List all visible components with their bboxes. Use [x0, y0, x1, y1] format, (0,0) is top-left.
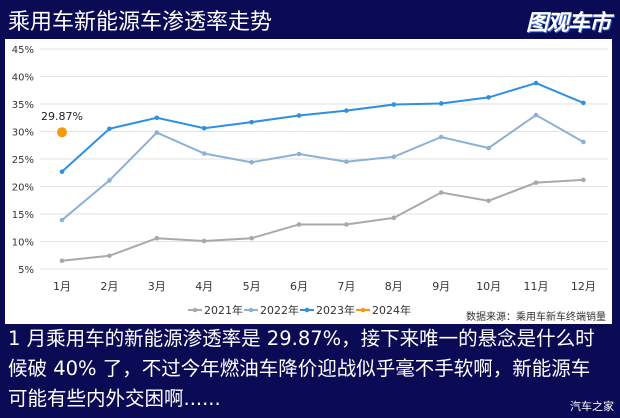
data-point [391, 102, 397, 107]
watermark: 汽车之家 [570, 400, 614, 413]
data-point [249, 119, 254, 125]
data-point [201, 238, 207, 244]
data-point [391, 215, 397, 221]
y-tick-label: 15% [12, 210, 34, 221]
data-point [59, 258, 65, 264]
data-point [486, 145, 491, 151]
data-point [201, 125, 207, 131]
y-tick-label: 10% [12, 238, 34, 249]
y-tick-label: 25% [12, 155, 34, 166]
legend-marker [192, 307, 198, 313]
data-point [57, 127, 67, 138]
data-point [59, 217, 65, 223]
data-point [107, 178, 112, 183]
data-point [249, 160, 254, 165]
source-note: 数据来源：乘用车新车终端销量 [466, 310, 606, 323]
data-point [296, 151, 302, 157]
data-point [344, 108, 349, 113]
x-tick-label: 9月 [432, 280, 450, 293]
data-point [438, 101, 444, 106]
data-point [486, 198, 491, 204]
data-point [344, 222, 349, 227]
data-point [107, 253, 112, 259]
legend-label: 2022年 [260, 303, 299, 317]
y-tick-label: 35% [12, 100, 34, 111]
legend-label: 2021年 [204, 303, 243, 317]
series-line [61, 113, 584, 221]
data-point [438, 190, 444, 195]
data-point [533, 80, 539, 86]
x-tick-label: 6月 [290, 280, 308, 293]
y-tick-label: 40% [12, 73, 34, 84]
x-tick-label: 5月 [243, 280, 261, 293]
data-point [154, 235, 160, 241]
y-tick-label: 5% [18, 265, 34, 276]
data-point [581, 177, 586, 183]
data-point [107, 126, 112, 132]
y-tick-label: 20% [12, 183, 34, 194]
series-line [61, 82, 584, 173]
x-tick-label: 1月 [53, 280, 71, 293]
caption-text: 1 月乘用车的新能源渗透率是 29.87%，接下来唯一的悬念是什么时候破 40%… [8, 327, 595, 410]
data-point [154, 130, 160, 135]
x-tick-label: 2月 [100, 280, 118, 293]
brand-logo: 图观车市 [525, 11, 611, 36]
data-point [296, 113, 302, 118]
data-point [581, 100, 586, 106]
x-tick-label: 11月 [524, 280, 549, 293]
legend-label: 2023年 [316, 303, 355, 317]
legend-marker [248, 307, 254, 313]
data-point [59, 169, 65, 174]
legend-label: 2024年 [372, 303, 411, 317]
data-point [581, 139, 586, 145]
data-point [533, 112, 539, 118]
legend-marker [304, 307, 310, 313]
data-point [391, 154, 397, 160]
data-point [249, 235, 254, 241]
x-tick-label: 7月 [337, 280, 355, 293]
page-title: 乘用车新能源车渗透率走势 [8, 10, 273, 35]
x-tick-label: 8月 [385, 280, 403, 293]
chart-panel [5, 39, 612, 324]
x-tick-label: 10月 [476, 280, 501, 293]
data-point [438, 134, 444, 140]
data-point [533, 180, 539, 185]
series-line [61, 178, 584, 262]
data-point [296, 222, 302, 227]
x-tick-label: 4月 [195, 280, 213, 293]
x-tick-label: 12月 [571, 280, 596, 293]
data-point [154, 115, 160, 121]
y-tick-label: 30% [12, 128, 34, 139]
data-point [486, 95, 491, 100]
data-point [201, 151, 207, 156]
line-chart: 5% 10% 15% 20% 25% 30% 35% 40% 45% 1月 2月 3月 4月 5月 6月 7月… [12, 45, 608, 323]
data-label: 29.87% [41, 110, 83, 123]
x-tick-label: 3月 [148, 280, 166, 293]
y-tick-label: 45% [12, 45, 34, 56]
legend-marker [360, 307, 366, 313]
data-point [344, 159, 349, 165]
